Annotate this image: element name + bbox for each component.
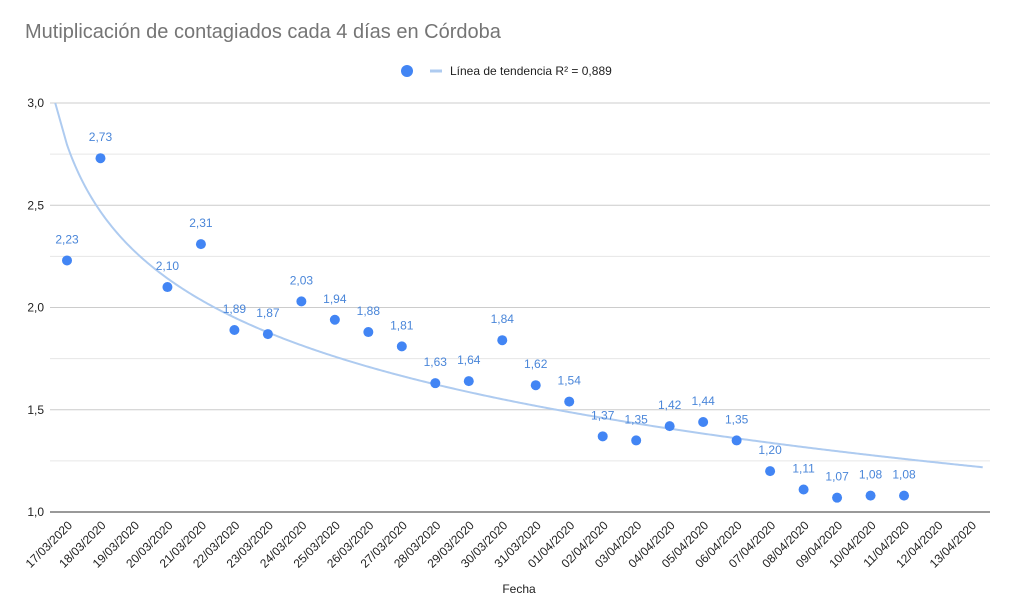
data-label: 1,07 bbox=[825, 470, 849, 484]
data-label: 1,37 bbox=[591, 408, 615, 422]
data-point bbox=[832, 492, 843, 503]
data-point bbox=[62, 255, 72, 266]
data-point bbox=[597, 431, 608, 442]
data-label: 2,73 bbox=[89, 130, 113, 144]
legend: Línea de tendencia R² = 0,889 bbox=[401, 64, 612, 78]
data-label: 1,54 bbox=[558, 374, 582, 388]
data-point bbox=[229, 324, 240, 335]
data-points bbox=[62, 153, 910, 503]
data-label: 1,20 bbox=[758, 443, 782, 457]
y-tick-label: 1,0 bbox=[27, 505, 44, 519]
data-point bbox=[698, 417, 709, 428]
data-label: 1,63 bbox=[424, 355, 448, 369]
chart-title: Mutiplicación de contagiados cada 4 días… bbox=[25, 21, 501, 43]
data-label: 1,88 bbox=[357, 304, 381, 318]
data-label: 2,31 bbox=[189, 216, 213, 230]
data-label: 1,84 bbox=[491, 312, 515, 326]
data-point bbox=[396, 341, 407, 352]
data-point bbox=[463, 376, 474, 387]
data-label: 2,03 bbox=[290, 273, 314, 287]
x-axis-title: Fecha bbox=[502, 582, 536, 596]
data-label: 1,89 bbox=[223, 302, 247, 316]
data-point bbox=[564, 396, 575, 407]
data-label: 1,35 bbox=[725, 412, 749, 426]
data-label: 1,11 bbox=[792, 462, 815, 476]
data-point bbox=[95, 153, 106, 164]
data-point bbox=[899, 490, 910, 501]
data-label: 1,08 bbox=[859, 468, 883, 482]
data-label: 1,44 bbox=[691, 394, 715, 408]
trendline-group bbox=[54, 102, 983, 469]
trendline bbox=[54, 102, 983, 469]
y-tick-label: 3,0 bbox=[27, 96, 44, 110]
data-label: 1,81 bbox=[390, 318, 414, 332]
data-point bbox=[664, 421, 675, 432]
y-tick-label: 1,5 bbox=[27, 403, 44, 417]
data-point bbox=[195, 239, 206, 250]
data-point bbox=[530, 380, 541, 391]
data-label: 1,94 bbox=[323, 292, 347, 306]
data-point bbox=[262, 329, 273, 340]
data-point bbox=[631, 435, 642, 446]
data-label: 2,10 bbox=[156, 259, 180, 273]
data-point bbox=[430, 378, 441, 389]
data-label: 1,35 bbox=[625, 412, 649, 426]
data-point bbox=[329, 314, 340, 325]
legend-label-trendline: Línea de tendencia R² = 0,889 bbox=[450, 64, 612, 78]
x-axis-ticks: 17/03/202018/03/202019/03/202020/03/2020… bbox=[23, 518, 980, 571]
data-labels: 2,23 2,73 2,10 2,31 1,89 1,87 2,03 1,94 1,88 1,81… bbox=[55, 130, 916, 483]
y-tick-label: 2,0 bbox=[27, 301, 44, 315]
data-point bbox=[363, 327, 374, 338]
y-axis-ticks: 1,0 1,5 2,0 2,5 3,0 bbox=[27, 96, 44, 519]
y-tick-label: 2,5 bbox=[27, 198, 44, 212]
data-point bbox=[765, 466, 776, 477]
data-point bbox=[497, 335, 508, 346]
data-label: 1,08 bbox=[892, 468, 916, 482]
data-label: 1,42 bbox=[658, 398, 682, 412]
gridlines bbox=[50, 102, 990, 513]
data-point bbox=[296, 296, 307, 307]
data-label: 1,62 bbox=[524, 357, 548, 371]
data-point bbox=[798, 484, 809, 495]
data-point bbox=[731, 435, 742, 446]
data-point bbox=[865, 490, 876, 501]
data-label: 1,87 bbox=[256, 306, 280, 320]
data-label: 2,23 bbox=[55, 232, 79, 246]
legend-marker-points bbox=[401, 65, 413, 77]
data-label: 1,64 bbox=[457, 353, 481, 367]
data-point bbox=[162, 282, 173, 293]
